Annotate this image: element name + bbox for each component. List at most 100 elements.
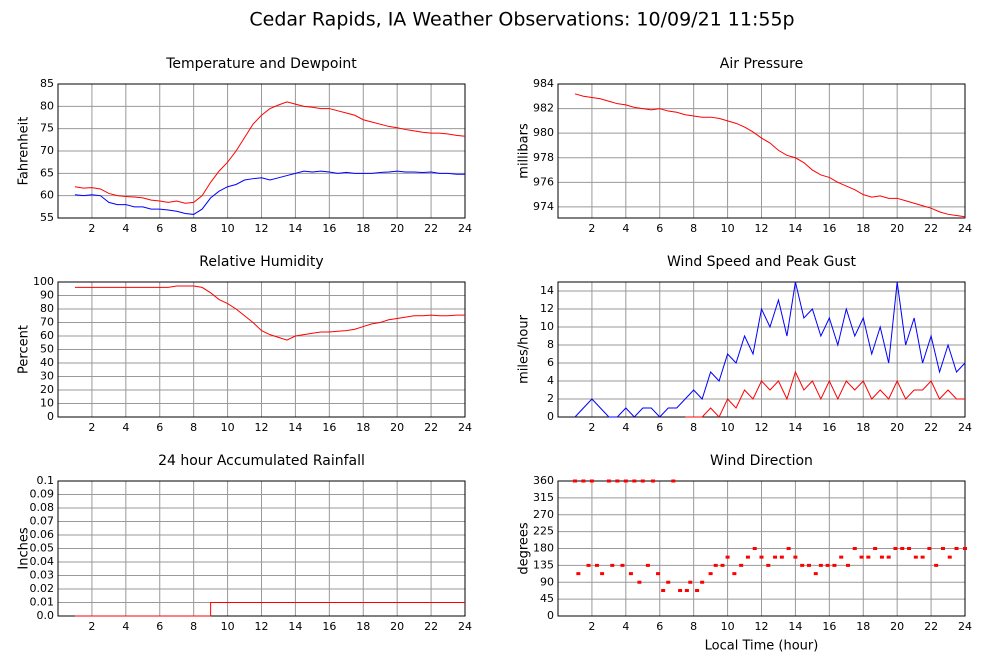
x-tick-label: 18 [356,222,370,235]
x-tick-label: 24 [458,620,472,633]
y-tick-label: 0.03 [30,569,55,582]
data-point [656,572,661,576]
y-tick-label: 0.06 [30,528,55,541]
x-tick-label: 16 [322,222,336,235]
y-tick-label: 0 [547,609,554,622]
y-tick-label: 75 [40,122,54,135]
x-tick-label: 12 [255,421,269,434]
y-tick-label: 60 [40,189,54,202]
x-tick-label: 22 [924,222,938,235]
data-point [859,555,864,559]
y-tick-label: 315 [533,491,554,504]
data-point [572,479,577,483]
data-point [866,555,871,559]
data-point [725,555,730,559]
plot-border [57,480,466,617]
y-tick-label: 980 [533,126,554,139]
y-tick-label: 978 [533,151,554,164]
data-point [610,563,615,567]
y-tick-label: 0.09 [30,488,55,501]
x-tick-label: 20 [890,620,904,633]
data-point [637,580,642,584]
x-tick-label: 8 [690,421,697,434]
y-tick-label: 8 [547,338,554,351]
data-point [886,555,891,559]
data-point [581,479,586,483]
x-tick-label: 10 [721,222,735,235]
chart-title: 24 hour Accumulated Rainfall [158,453,365,469]
data-point [818,563,823,567]
x-tick-label: 18 [856,421,870,434]
x-tick-label: 20 [390,620,404,633]
data-point [947,555,952,559]
data-point [920,555,925,559]
data-point [684,589,689,592]
x-tick-label: 24 [458,222,472,235]
data-line [574,281,966,418]
y-axis-label: Inches [17,527,32,569]
chart-title: Wind Speed and Peak Gust [667,254,856,270]
y-tick-label: 70 [40,144,54,157]
data-point [640,479,645,483]
plot-border [57,83,466,219]
y-tick-label: 0.0 [37,609,55,622]
chart-title: Air Pressure [720,56,803,72]
x-tick-label: 2 [88,222,95,235]
y-tick-label: 270 [533,508,554,521]
x-axis-label: Local Time (hour) [705,639,819,654]
data-point [632,479,637,483]
y-tick-label: 180 [533,542,554,555]
y-tick-label: 100 [33,275,54,288]
data-point [752,547,757,550]
data-point [650,479,655,483]
x-tick-label: 8 [190,421,197,434]
data-point [766,563,771,567]
data-point [793,555,798,559]
y-tick-label: 85 [40,77,54,90]
data-point [671,479,676,483]
x-tick-label: 16 [822,620,836,633]
data-point [739,563,744,567]
data-point [954,547,959,550]
x-tick-label: 4 [122,620,129,633]
y-tick-label: 50 [40,343,54,356]
y-tick-label: 80 [40,302,54,315]
x-tick-label: 18 [356,620,370,633]
data-point [900,547,905,550]
x-tick-label: 14 [288,222,302,235]
data-point [934,563,939,567]
data-point [845,563,850,567]
x-tick-label: 10 [721,421,735,434]
x-tick-label: 10 [221,222,235,235]
y-tick-label: 976 [533,175,554,188]
x-tick-label: 6 [156,421,163,434]
data-point [586,563,591,567]
data-point [589,479,594,483]
data-point [832,563,837,567]
y-tick-label: 60 [40,329,54,342]
y-tick-label: 10 [40,397,54,410]
x-tick-label: 14 [788,222,802,235]
y-tick-label: 0.01 [30,596,55,609]
x-tick-label: 16 [322,421,336,434]
data-point [623,479,628,483]
x-tick-label: 4 [122,222,129,235]
y-tick-label: 40 [40,356,54,369]
data-point [852,547,857,550]
data-line [74,170,465,215]
y-tick-label: 80 [40,99,54,112]
y-tick-label: 45 [540,592,554,605]
x-tick-label: 16 [822,421,836,434]
x-tick-label: 16 [822,222,836,235]
data-point [779,555,784,559]
data-point [576,572,581,576]
x-tick-label: 2 [588,620,595,633]
x-tick-label: 20 [390,421,404,434]
data-point [700,580,705,584]
x-tick-label: 12 [755,222,769,235]
data-point [606,479,611,483]
y-tick-label: 225 [533,525,554,538]
x-tick-label: 8 [690,620,697,633]
data-point [615,479,620,483]
plot-border [57,281,466,418]
